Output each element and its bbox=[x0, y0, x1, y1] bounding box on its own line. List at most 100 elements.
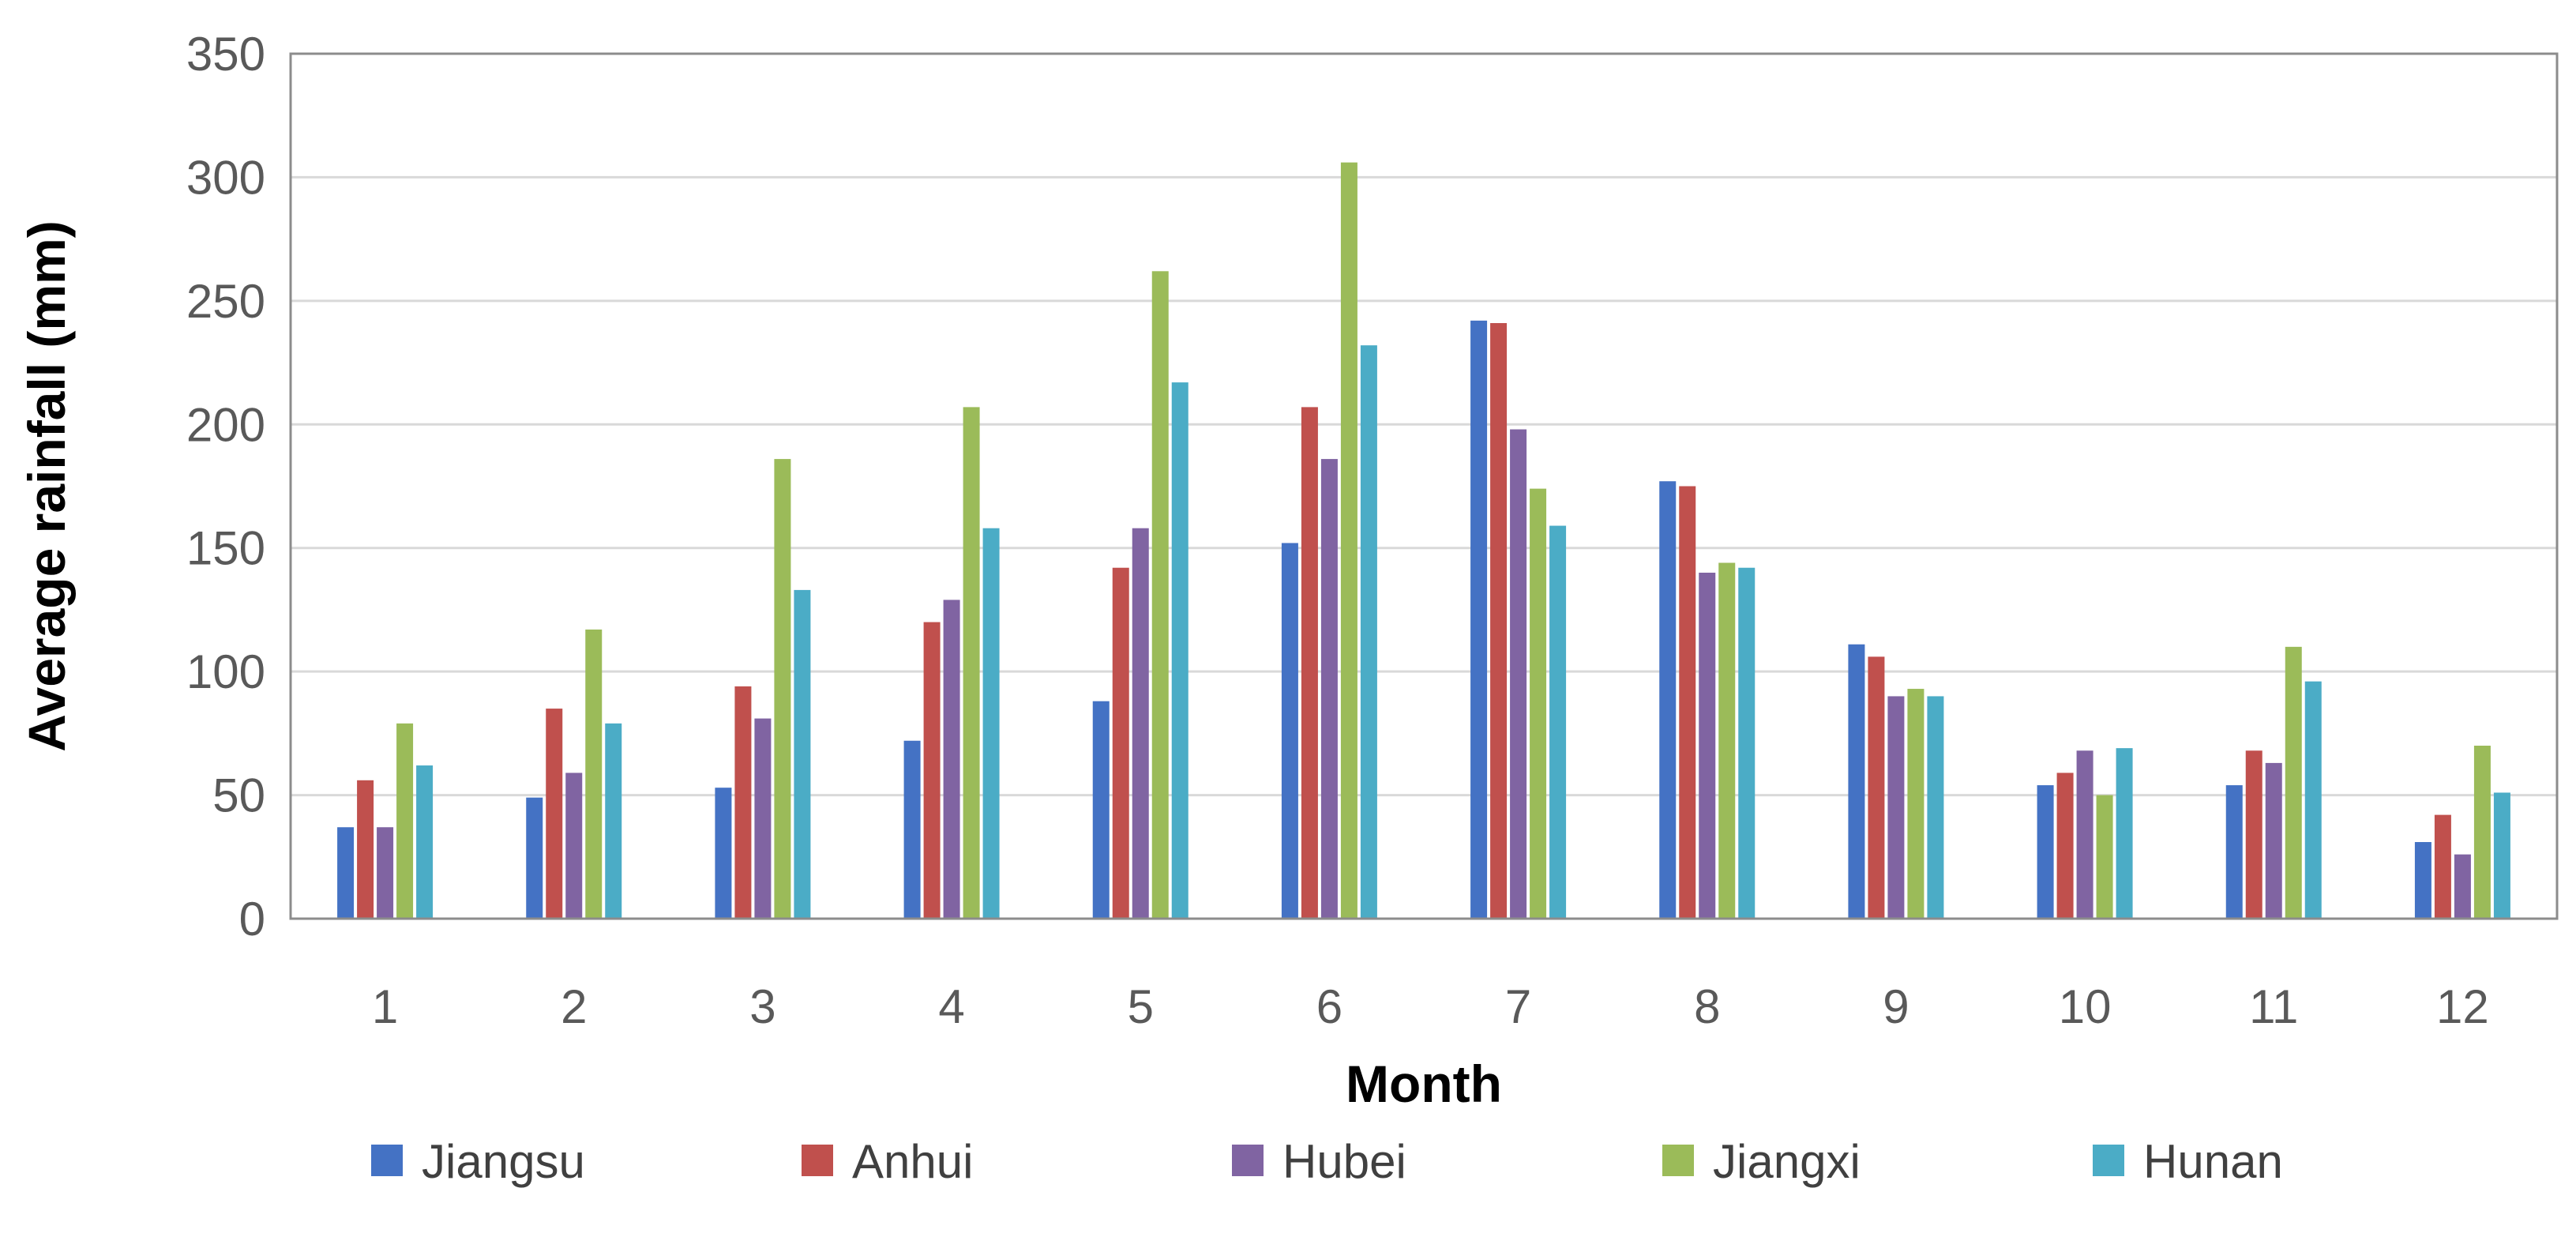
y-tick-label: 200 bbox=[186, 398, 265, 451]
bar-hubei-month-5 bbox=[1132, 528, 1149, 919]
bar-jiangsu-month-11 bbox=[2225, 785, 2243, 919]
legend-swatch bbox=[802, 1145, 833, 1176]
plot-border bbox=[289, 52, 2559, 920]
bar-anhui-month-7 bbox=[1490, 323, 1508, 919]
bar-hunan-month-9 bbox=[1927, 696, 1944, 919]
bar-jiangsu-month-9 bbox=[1848, 644, 1865, 919]
legend-swatch bbox=[2093, 1145, 2124, 1176]
bar-hunan-month-6 bbox=[1360, 345, 1377, 919]
y-axis-ticks: 0 50 100 150 200 250 300 350 bbox=[186, 28, 265, 946]
bar-jiangxi-month-2 bbox=[585, 629, 603, 919]
x-tick-label: 1 bbox=[372, 980, 398, 1033]
bar-hunan-month-5 bbox=[1171, 382, 1188, 919]
x-tick-label: 6 bbox=[1316, 980, 1342, 1033]
bar-jiangxi-month-7 bbox=[1530, 488, 1547, 919]
bar-hubei-month-11 bbox=[2265, 762, 2282, 919]
bar-jiangsu-month-4 bbox=[903, 740, 921, 919]
bar-hubei-month-7 bbox=[1510, 429, 1527, 919]
bar-hunan-month-2 bbox=[605, 723, 622, 919]
y-tick-label: 150 bbox=[186, 522, 265, 575]
bar-jiangsu-month-5 bbox=[1092, 701, 1110, 919]
bar-anhui-month-3 bbox=[734, 686, 752, 919]
x-tick-label: 5 bbox=[1128, 980, 1154, 1033]
bar-jiangxi-month-5 bbox=[1151, 271, 1169, 919]
y-tick-label: 300 bbox=[186, 151, 265, 204]
bar-jiangxi-month-12 bbox=[2473, 746, 2491, 919]
bar-hubei-month-12 bbox=[2454, 854, 2471, 919]
legend-label: Anhui bbox=[852, 1135, 973, 1188]
bar-anhui-month-5 bbox=[1112, 567, 1129, 919]
y-tick-label: 0 bbox=[239, 893, 265, 946]
bar-jiangsu-month-6 bbox=[1281, 543, 1298, 919]
bar-hunan-month-12 bbox=[2493, 792, 2510, 919]
bar-anhui-month-1 bbox=[357, 780, 374, 919]
bar-anhui-month-8 bbox=[1679, 486, 1696, 919]
bar-jiangsu-month-2 bbox=[526, 797, 543, 919]
bar-hubei-month-10 bbox=[2076, 750, 2093, 919]
bar-hubei-month-8 bbox=[1699, 573, 1716, 919]
x-tick-label: 7 bbox=[1505, 980, 1531, 1033]
legend-swatch bbox=[1232, 1145, 1264, 1176]
legend-swatch bbox=[1662, 1145, 1694, 1176]
bar-hunan-month-4 bbox=[982, 528, 1000, 919]
bar-jiangxi-month-10 bbox=[2096, 795, 2113, 919]
bar-jiangxi-month-4 bbox=[963, 407, 980, 919]
legend: Jiangsu Anhui Hubei Jiangxi Hunan bbox=[371, 1135, 2283, 1188]
x-axis-ticks: 1 2 3 4 5 6 7 8 9 10 11 12 bbox=[372, 980, 2489, 1033]
bar-jiangsu-month-12 bbox=[2414, 842, 2431, 919]
legend-label: Hubei bbox=[1282, 1135, 1406, 1188]
bar-jiangsu-month-10 bbox=[2037, 785, 2054, 919]
x-tick-label: 11 bbox=[2249, 980, 2298, 1033]
bar-jiangsu-month-7 bbox=[1470, 320, 1488, 919]
legend-label: Hunan bbox=[2143, 1135, 2283, 1188]
bar-hubei-month-3 bbox=[754, 718, 772, 919]
gridlines bbox=[291, 175, 2557, 797]
x-tick-label: 2 bbox=[561, 980, 587, 1033]
y-tick-label: 250 bbox=[186, 275, 265, 328]
bar-jiangsu-month-1 bbox=[337, 827, 355, 919]
bar-hunan-month-3 bbox=[794, 589, 811, 919]
bar-hunan-month-7 bbox=[1549, 525, 1567, 919]
bar-jiangxi-month-11 bbox=[2285, 646, 2302, 919]
bar-hubei-month-1 bbox=[377, 827, 394, 919]
x-axis-title: Month bbox=[1346, 1055, 1502, 1113]
x-tick-label: 3 bbox=[749, 980, 775, 1033]
x-tick-label: 4 bbox=[938, 980, 964, 1033]
legend-swatch bbox=[371, 1145, 403, 1176]
bars bbox=[337, 162, 2510, 919]
legend-label: Jiangsu bbox=[422, 1135, 585, 1188]
bar-anhui-month-4 bbox=[923, 622, 941, 919]
bar-jiangxi-month-6 bbox=[1340, 162, 1357, 919]
bar-jiangsu-month-3 bbox=[715, 788, 732, 919]
bar-jiangxi-month-1 bbox=[396, 723, 414, 919]
x-tick-label: 12 bbox=[2436, 980, 2489, 1033]
bar-jiangxi-month-8 bbox=[1718, 562, 1736, 919]
x-tick-label: 8 bbox=[1694, 980, 1720, 1033]
y-tick-label: 100 bbox=[186, 645, 265, 698]
bar-hunan-month-8 bbox=[1738, 567, 1756, 919]
x-tick-label: 10 bbox=[2059, 980, 2112, 1033]
bar-hunan-month-10 bbox=[2116, 748, 2133, 919]
bar-jiangxi-month-3 bbox=[774, 459, 791, 919]
bar-hubei-month-6 bbox=[1320, 459, 1338, 919]
bar-anhui-month-11 bbox=[2245, 750, 2262, 919]
bar-anhui-month-2 bbox=[546, 709, 563, 919]
bar-anhui-month-10 bbox=[2056, 773, 2074, 919]
bar-anhui-month-6 bbox=[1301, 407, 1318, 919]
y-tick-label: 50 bbox=[212, 769, 265, 822]
bar-hunan-month-11 bbox=[2304, 681, 2322, 919]
bar-hubei-month-9 bbox=[1887, 696, 1905, 919]
bar-hunan-month-1 bbox=[416, 765, 434, 919]
y-tick-label: 350 bbox=[186, 28, 265, 81]
y-axis-title: Average rainfall (mm) bbox=[17, 220, 76, 751]
bar-anhui-month-12 bbox=[2434, 814, 2451, 919]
legend-label: Jiangxi bbox=[1713, 1135, 1861, 1188]
bar-hubei-month-4 bbox=[943, 600, 960, 919]
x-tick-label: 9 bbox=[1883, 980, 1909, 1033]
bar-hubei-month-2 bbox=[565, 773, 583, 919]
bar-jiangxi-month-9 bbox=[1907, 689, 1924, 919]
bar-jiangsu-month-8 bbox=[1659, 481, 1677, 919]
bar-anhui-month-9 bbox=[1868, 656, 1885, 919]
